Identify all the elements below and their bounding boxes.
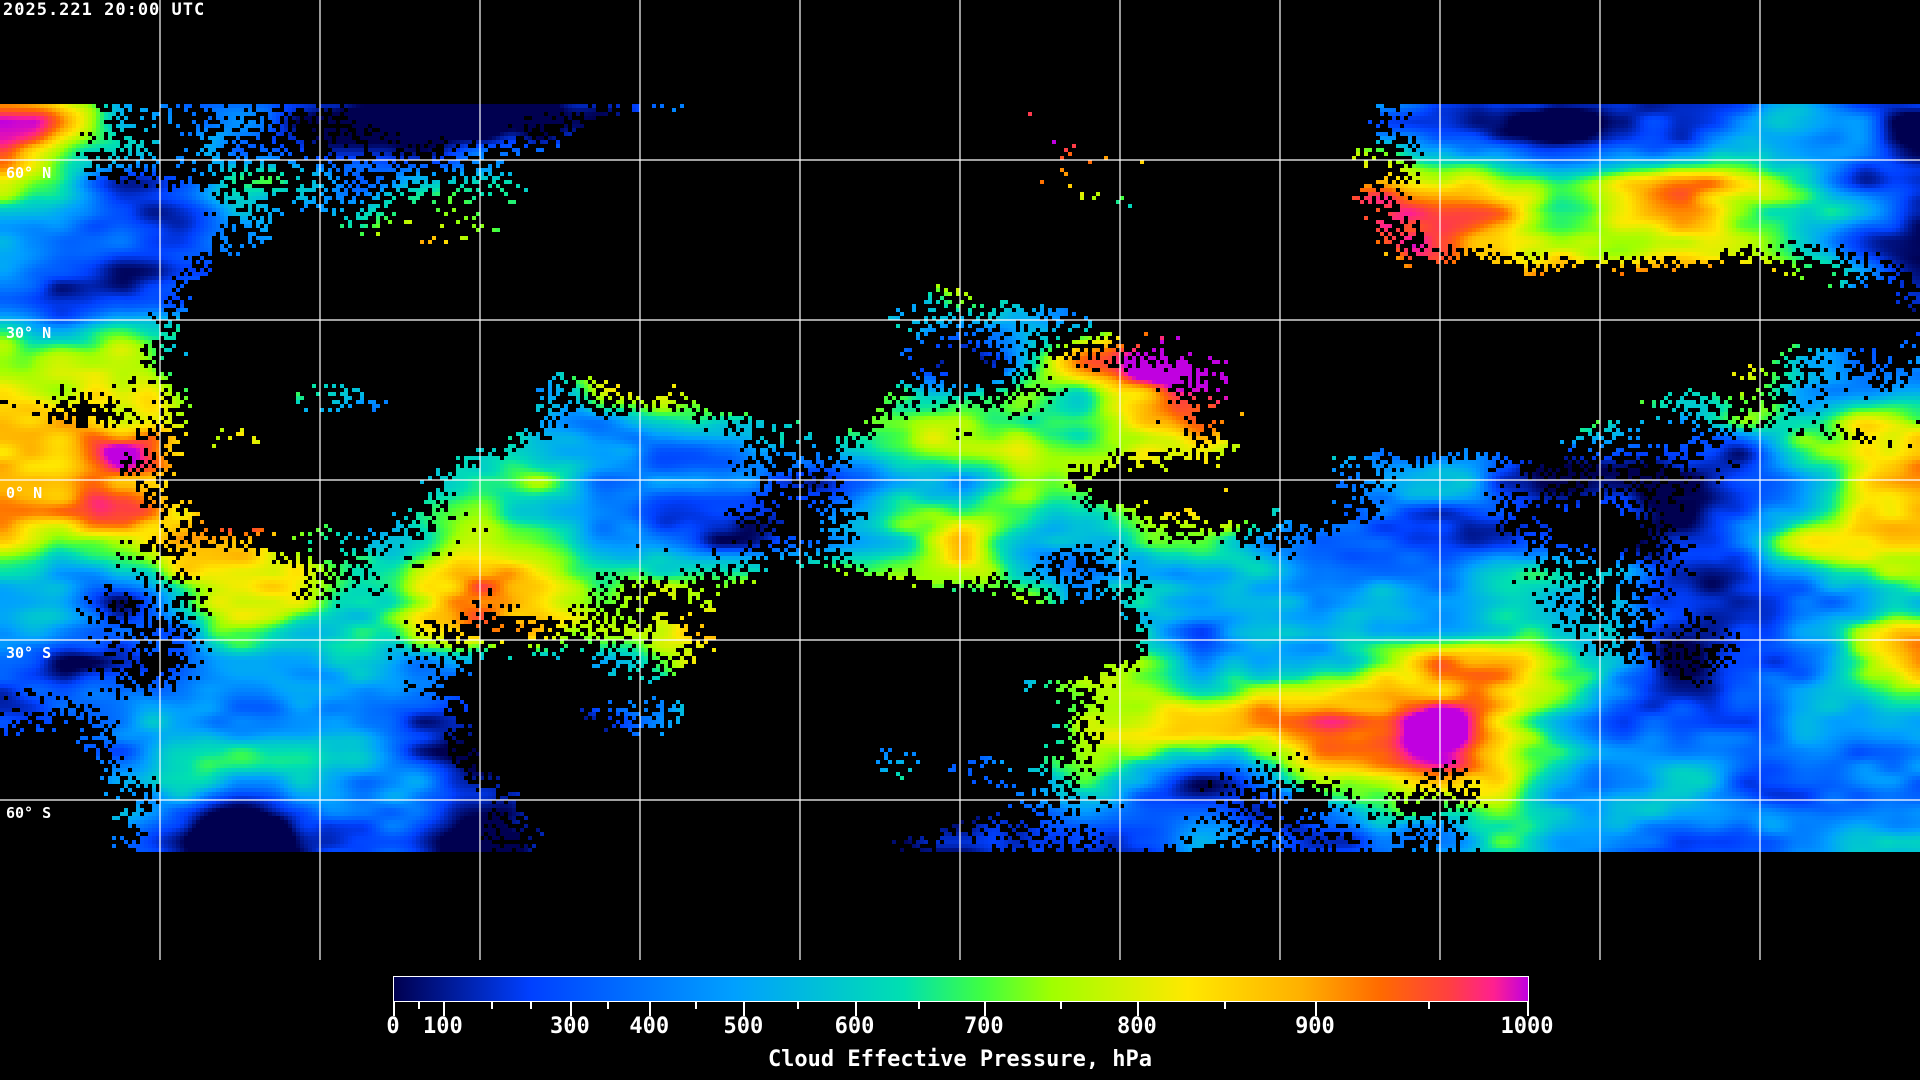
major-tick xyxy=(854,1002,857,1016)
timestamp: 2025.221 20:00 UTC xyxy=(3,0,206,20)
lat-lon-grid xyxy=(0,0,1920,960)
major-tick xyxy=(569,1002,572,1016)
minor-tick xyxy=(1428,1002,1431,1009)
minor-tick xyxy=(417,1002,420,1009)
lat-label-60n: 60° N xyxy=(6,164,52,182)
colorbar xyxy=(393,976,1529,1002)
minor-tick xyxy=(490,1002,493,1009)
major-tick xyxy=(743,1002,746,1016)
tick-label: 900 xyxy=(1295,1014,1335,1039)
tick-label: 700 xyxy=(963,1014,1004,1039)
major-tick xyxy=(442,1002,445,1016)
cloud-pressure-map: 2025.221 20:00 UTC 60° N 30° N 0° N 30° … xyxy=(0,0,1920,960)
tick-label: 100 xyxy=(423,1014,463,1039)
minor-tick xyxy=(1059,1002,1062,1009)
minor-tick xyxy=(530,1002,533,1009)
lat-label-30s: 30° S xyxy=(6,644,52,662)
tick-label: 500 xyxy=(723,1014,764,1039)
minor-tick xyxy=(694,1002,697,1009)
tick-label: 600 xyxy=(834,1014,875,1039)
minor-tick xyxy=(607,1002,610,1009)
colorbar-ticks xyxy=(393,1002,1529,1016)
major-tick xyxy=(1527,1002,1529,1016)
lat-label-60s: 60° S xyxy=(6,804,52,822)
lat-label-0: 0° N xyxy=(6,484,43,502)
tick-label: 300 xyxy=(550,1014,590,1039)
tick-label: 1000 xyxy=(1500,1014,1554,1039)
minor-tick xyxy=(918,1002,921,1009)
lat-label-30n: 30° N xyxy=(6,324,52,342)
major-tick xyxy=(393,1002,395,1016)
major-tick xyxy=(983,1002,986,1016)
colorbar-title: Cloud Effective Pressure, hPa xyxy=(767,1047,1153,1072)
tick-label: 0 xyxy=(386,1014,400,1039)
minor-tick xyxy=(1224,1002,1227,1009)
major-tick xyxy=(1314,1002,1317,1016)
major-tick xyxy=(1136,1002,1139,1016)
tick-label: 800 xyxy=(1117,1014,1157,1039)
tick-label: 400 xyxy=(629,1014,670,1039)
minor-tick xyxy=(796,1002,799,1009)
major-tick xyxy=(649,1002,652,1016)
